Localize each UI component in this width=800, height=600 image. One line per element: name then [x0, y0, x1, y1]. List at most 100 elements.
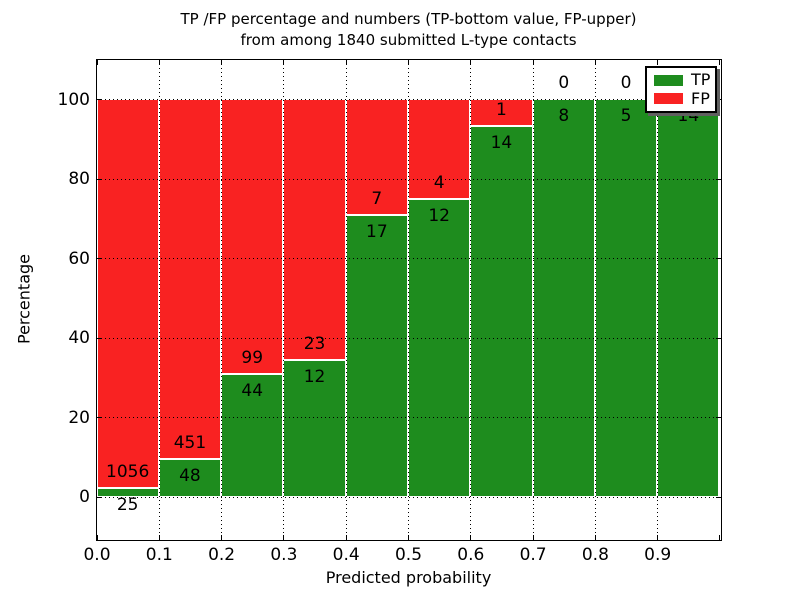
tp-count-label: 12 — [428, 205, 450, 226]
x-tick-mark — [283, 59, 285, 65]
vertical-gridline — [158, 59, 160, 539]
x-tick-mark — [283, 534, 285, 540]
tp-bar-segment — [532, 99, 595, 497]
x-tick-label: 0.3 — [270, 545, 298, 565]
fp-count-label: 1056 — [106, 461, 150, 482]
vertical-gridline — [283, 59, 285, 539]
y-tick-mark — [715, 496, 721, 498]
x-tick-label: 0.2 — [208, 545, 236, 565]
x-tick-mark — [158, 59, 160, 65]
tp-count-label: 5 — [620, 106, 632, 127]
vertical-gridline — [221, 59, 223, 539]
vertical-gridline — [532, 59, 534, 539]
tp-bar-segment — [345, 215, 408, 497]
x-tick-mark — [221, 534, 223, 540]
fp-count-label: 4 — [433, 172, 445, 193]
x-tick-label: 0.1 — [145, 545, 173, 565]
tp-bar-segment — [96, 487, 159, 497]
x-tick-mark — [718, 59, 720, 65]
y-tick-mark — [715, 417, 721, 419]
fp-color-swatch — [654, 93, 683, 105]
x-tick-mark — [158, 534, 160, 540]
legend-item-tp: TP — [654, 70, 711, 90]
x-tick-mark — [470, 534, 472, 540]
tp-count-label: 14 — [490, 132, 513, 153]
y-tick-mark — [96, 496, 102, 498]
fp-count-label: 451 — [173, 432, 207, 453]
legend: TP FP — [645, 66, 717, 113]
fp-bar-segment — [345, 99, 408, 216]
tp-count-label: 44 — [241, 381, 264, 402]
tp-color-swatch — [654, 74, 683, 86]
x-tick-mark — [221, 59, 223, 65]
fp-count-label: 0 — [558, 73, 570, 94]
x-tick-mark — [594, 534, 596, 540]
x-tick-mark — [532, 534, 534, 540]
y-tick-mark — [715, 178, 721, 180]
vertical-gridline — [470, 59, 472, 539]
x-tick-mark — [594, 59, 596, 65]
x-tick-label: 0.7 — [519, 545, 547, 565]
y-tick-label: 100 — [57, 89, 90, 110]
fp-count-label: 99 — [241, 348, 264, 369]
fp-bar-segment — [221, 99, 284, 375]
x-tick-label: 0.8 — [581, 545, 609, 565]
y-tick-label: 80 — [68, 169, 90, 190]
y-tick-mark — [96, 337, 102, 339]
y-tick-mark — [715, 99, 721, 101]
vertical-gridline — [408, 59, 409, 539]
fp-count-label: 0 — [620, 73, 632, 94]
x-tick-mark — [657, 534, 659, 540]
y-tick-mark — [96, 258, 102, 260]
vertical-gridline — [657, 59, 659, 539]
x-tick-mark — [408, 534, 409, 540]
x-tick-mark — [96, 59, 98, 65]
y-tick-mark — [715, 258, 721, 260]
vertical-gridline — [594, 59, 596, 539]
y-tick-label: 40 — [68, 328, 90, 349]
x-tick-mark — [345, 534, 347, 540]
x-axis-label: Predicted probability — [325, 568, 492, 587]
x-tick-label: 0.5 — [394, 545, 423, 565]
x-tick-mark — [408, 59, 409, 65]
x-tick-mark — [470, 59, 472, 65]
y-tick-label: 0 — [79, 487, 90, 508]
x-tick-label: 0.6 — [457, 545, 485, 565]
chart-title-line1: TP /FP percentage and numbers (TP-bottom… — [180, 10, 637, 28]
legend-label-tp: TP — [691, 70, 711, 90]
x-tick-mark — [96, 534, 98, 540]
tp-count-label: 12 — [303, 367, 326, 388]
tp-count-label: 48 — [179, 465, 201, 486]
fp-count-label: 23 — [303, 334, 326, 355]
chart-title: TP /FP percentage and numbers (TP-bottom… — [97, 9, 720, 51]
y-tick-label: 20 — [68, 407, 90, 428]
tp-count-label: 17 — [366, 222, 388, 243]
tp-bar-segment — [221, 374, 284, 497]
x-tick-mark — [657, 59, 659, 65]
fp-bar-segment — [96, 99, 159, 488]
tp-bar-segment — [470, 125, 533, 497]
legend-item-fp: FP — [654, 88, 710, 108]
tp-bar-segment — [283, 360, 346, 497]
y-tick-label: 60 — [68, 248, 90, 269]
fp-count-label: 1 — [496, 99, 507, 120]
fp-bar-segment — [408, 99, 471, 199]
chart-title-line2: from among 1840 submitted L-type contact… — [240, 31, 577, 49]
x-tick-mark — [532, 59, 534, 65]
y-tick-mark — [715, 337, 721, 339]
x-tick-label: 0.9 — [644, 545, 672, 565]
tp-bar-segment — [594, 99, 658, 497]
fp-bar-segment — [283, 99, 346, 361]
y-tick-mark — [96, 417, 102, 419]
fp-bar-segment — [158, 99, 222, 459]
x-tick-label: 0.4 — [332, 545, 360, 565]
tp-bar-segment — [657, 99, 720, 497]
plot-area: 10562545148994423127174121140805014 — [95, 58, 722, 541]
legend-label-fp: FP — [691, 88, 710, 108]
x-tick-label: 0.0 — [83, 545, 111, 565]
x-tick-mark — [345, 59, 347, 65]
y-tick-mark — [96, 99, 102, 101]
x-tick-mark — [718, 534, 720, 540]
tp-count-label: 8 — [558, 106, 570, 127]
